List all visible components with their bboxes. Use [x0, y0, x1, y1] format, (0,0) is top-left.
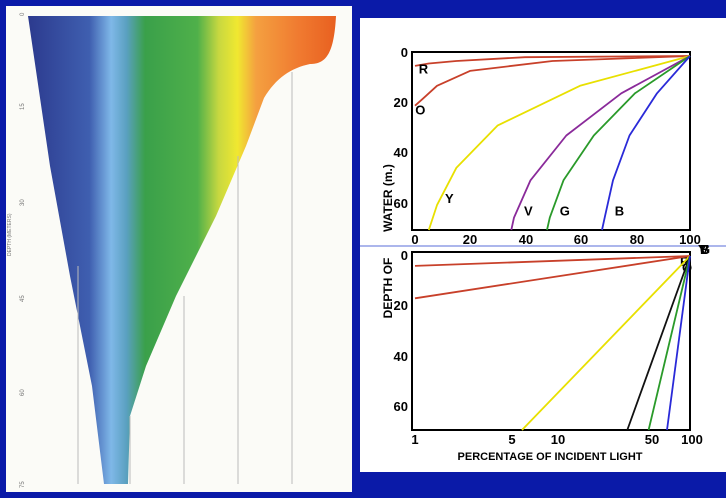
- y-axis-label-upper: WATER (m.): [381, 164, 395, 232]
- top-x-tick: 100: [679, 232, 701, 247]
- bottom-x-tick: 50: [645, 432, 659, 447]
- bottom-y-tick: 40: [394, 349, 408, 364]
- bottom-y-tick: 20: [394, 298, 408, 313]
- depth-gridlines: [77, 72, 293, 484]
- top-x-ticks: 0 20 40 60 80 100: [411, 232, 700, 247]
- series-label-o: O: [415, 102, 425, 117]
- series-label-y: Y: [698, 242, 707, 257]
- bottom-x-tick: 5: [508, 432, 515, 447]
- series-line-r: [414, 55, 691, 67]
- y-axis-label-lower: DEPTH OF: [381, 258, 395, 319]
- top-x-tick: 0: [411, 232, 418, 247]
- top-y-tick: 0: [401, 45, 408, 60]
- left-tick-label: 0: [20, 12, 26, 16]
- series-line-o: [414, 255, 691, 300]
- spectrum-area: [28, 16, 336, 484]
- left-tick-label: 45: [20, 295, 26, 302]
- series-label-v: V: [524, 204, 533, 219]
- left-axis-label: DEPTH (METERS): [7, 213, 13, 256]
- top-y-ticks: 0 20 40 60: [394, 45, 408, 211]
- series-label-r: R: [419, 62, 429, 77]
- top-y-tick: 40: [394, 145, 408, 160]
- top-y-tick: 20: [394, 95, 408, 110]
- left-tick-label: 75: [20, 481, 26, 488]
- series-line-r: [414, 255, 691, 267]
- bottom-x-tick: 1: [411, 432, 418, 447]
- series-line-v: [626, 255, 691, 431]
- bottom-x-ticks: 1 5 10 50 100: [411, 432, 702, 447]
- top-series-group: R O Y V G B: [414, 55, 691, 231]
- bottom-y-tick: 60: [394, 399, 408, 414]
- series-label-y: Y: [445, 191, 454, 206]
- bottom-x-tick: 100: [681, 432, 703, 447]
- series-line-y: [427, 55, 691, 231]
- series-label-b: B: [615, 204, 624, 219]
- left-tick-label: 60: [20, 389, 26, 396]
- top-x-tick: 60: [574, 232, 588, 247]
- top-x-tick: 40: [519, 232, 533, 247]
- series-label-b: B: [700, 242, 709, 257]
- series-line-g: [546, 55, 691, 231]
- top-x-tick: 80: [630, 232, 644, 247]
- series-label-g: G: [700, 242, 710, 257]
- series-line-g: [647, 255, 691, 431]
- bottom-x-tick: 10: [551, 432, 565, 447]
- bottom-y-ticks: 0 20 40 60: [394, 248, 408, 414]
- top-chart-frame: [411, 51, 691, 231]
- x-axis-label: PERCENTAGE OF INCIDENT LIGHT: [458, 451, 643, 463]
- series-line-b: [601, 55, 691, 231]
- bottom-y-tick: 0: [401, 248, 408, 263]
- spectrum-depth-panel: DEPTH (METERS) 0 15 30 45 60 75: [6, 6, 352, 492]
- series-line-o: [414, 55, 691, 107]
- series-label-g: G: [560, 204, 570, 219]
- spectrum-chart: DEPTH (METERS) 0 15 30 45 60 75: [7, 12, 336, 488]
- left-tick-label: 30: [20, 199, 26, 206]
- series-line-v: [510, 55, 691, 231]
- left-tick-label: 15: [20, 103, 26, 110]
- series-line-y: [521, 255, 691, 431]
- bottom-chart-frame: [411, 251, 691, 431]
- top-x-tick: 20: [463, 232, 477, 247]
- series-label-v: V: [700, 242, 709, 257]
- top-y-tick: 60: [394, 196, 408, 211]
- series-line-b: [666, 255, 691, 431]
